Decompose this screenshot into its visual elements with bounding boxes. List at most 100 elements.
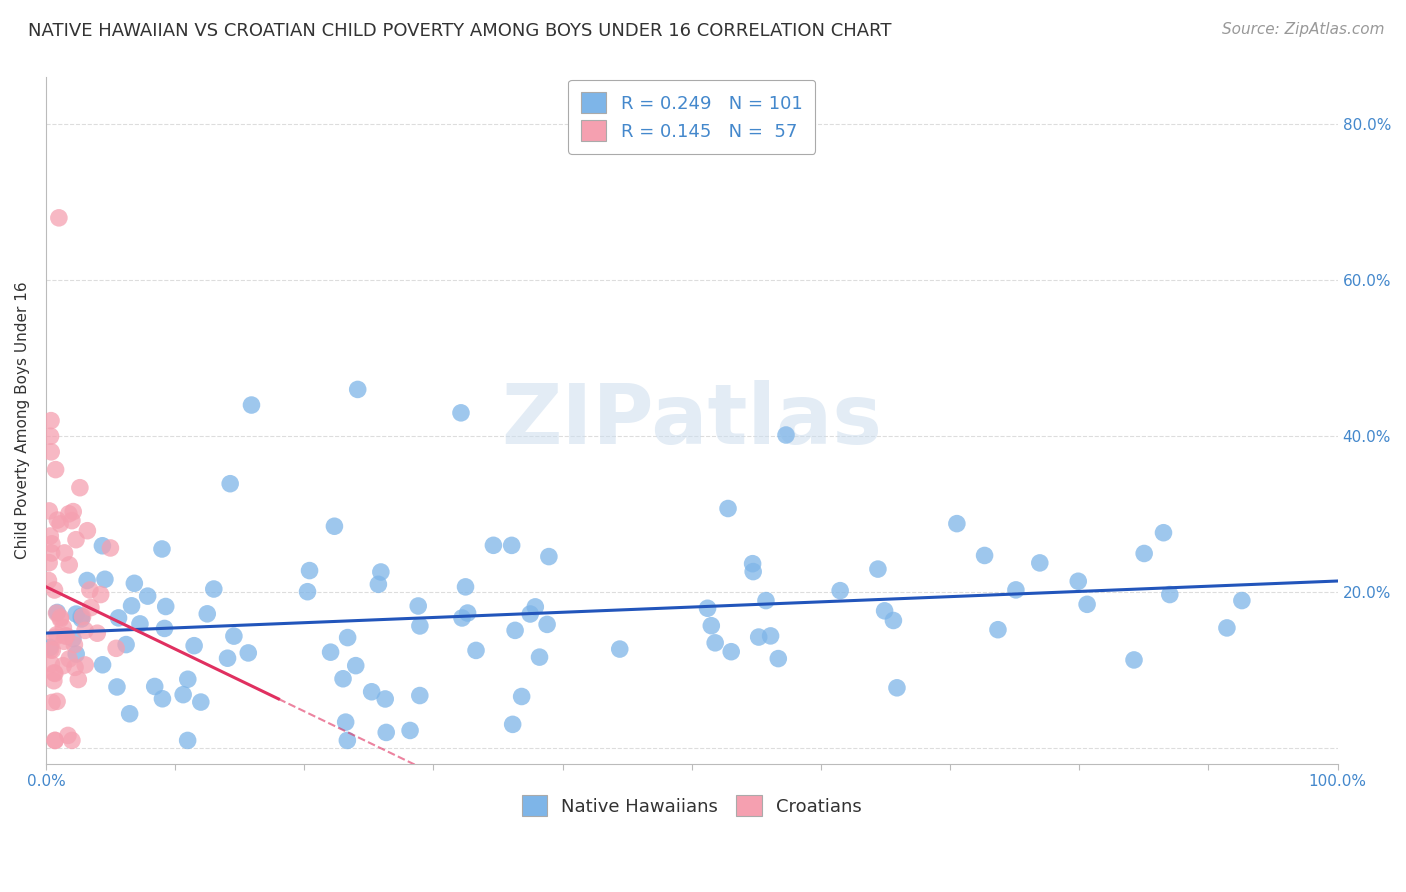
Point: [457, 606, 479, 620]
Point: [41, 657, 63, 671]
Point: [70, 612, 93, 626]
Point: [121, 599, 143, 613]
Point: [177, 672, 200, 686]
Point: [91, 657, 114, 672]
Point: [107, 611, 129, 625]
Point: [510, 690, 533, 704]
Point: [46, 694, 69, 708]
Point: [53, 629, 76, 643]
Point: [524, 599, 547, 614]
Point: [75, 657, 97, 672]
Point: [44, 733, 66, 747]
Point: [118, 706, 141, 721]
Point: [409, 619, 432, 633]
Point: [775, 428, 797, 442]
Point: [46, 513, 69, 527]
Point: [153, 622, 176, 636]
Point: [176, 733, 198, 747]
Point: [866, 562, 889, 576]
Point: [519, 607, 541, 621]
Point: [873, 604, 896, 618]
Point: [1159, 588, 1181, 602]
Point: [42, 673, 65, 688]
Point: [344, 658, 367, 673]
Point: [183, 639, 205, 653]
Point: [238, 646, 260, 660]
Point: [536, 617, 558, 632]
Point: [399, 723, 422, 738]
Point: [1133, 546, 1156, 560]
Point: [374, 692, 396, 706]
Point: [882, 614, 904, 628]
Point: [741, 557, 763, 571]
Point: [502, 717, 524, 731]
Text: Source: ZipAtlas.com: Source: ZipAtlas.com: [1222, 22, 1385, 37]
Point: [39, 414, 62, 428]
Point: [52, 658, 75, 673]
Point: [79, 582, 101, 597]
Point: [240, 398, 263, 412]
Point: [44, 733, 66, 747]
Point: [297, 584, 319, 599]
Point: [152, 691, 174, 706]
Point: [336, 631, 359, 645]
Point: [55, 629, 77, 643]
Point: [155, 599, 177, 614]
Point: [720, 645, 742, 659]
Point: [44, 582, 66, 597]
Point: [73, 624, 96, 638]
Point: [946, 516, 969, 531]
Point: [482, 538, 505, 552]
Point: [143, 680, 166, 694]
Point: [41, 537, 63, 551]
Point: [41, 643, 63, 657]
Point: [830, 583, 852, 598]
Point: [65, 533, 87, 547]
Point: [37, 574, 59, 588]
Point: [172, 688, 194, 702]
Point: [360, 685, 382, 699]
Point: [105, 641, 128, 656]
Point: [63, 660, 86, 674]
Point: [44, 630, 66, 644]
Point: [60, 733, 83, 747]
Point: [38, 556, 60, 570]
Text: NATIVE HAWAIIAN VS CROATIAN CHILD POVERTY AMONG BOYS UNDER 16 CORRELATION CHART: NATIVE HAWAIIAN VS CROATIAN CHILD POVERT…: [28, 22, 891, 40]
Point: [1153, 525, 1175, 540]
Point: [367, 577, 389, 591]
Point: [129, 616, 152, 631]
Point: [136, 589, 159, 603]
Point: [503, 624, 526, 638]
Point: [370, 565, 392, 579]
Point: [90, 588, 112, 602]
Point: [973, 549, 995, 563]
Point: [80, 600, 103, 615]
Point: [1029, 556, 1052, 570]
Y-axis label: Child Poverty Among Boys Under 16: Child Poverty Among Boys Under 16: [15, 282, 30, 559]
Point: [332, 672, 354, 686]
Point: [406, 599, 429, 613]
Point: [1123, 653, 1146, 667]
Point: [335, 715, 357, 730]
Point: [86, 626, 108, 640]
Point: [501, 538, 523, 552]
Point: [1076, 597, 1098, 611]
Point: [454, 580, 477, 594]
Point: [190, 695, 212, 709]
Point: [1005, 582, 1028, 597]
Point: [465, 643, 488, 657]
Text: ZIPatlas: ZIPatlas: [502, 380, 883, 461]
Point: [49, 612, 72, 626]
Point: [375, 725, 398, 739]
Point: [346, 383, 368, 397]
Point: [115, 638, 138, 652]
Point: [717, 501, 740, 516]
Point: [219, 476, 242, 491]
Point: [46, 606, 69, 620]
Point: [696, 601, 718, 615]
Point: [609, 642, 631, 657]
Point: [58, 652, 80, 666]
Point: [49, 610, 72, 624]
Point: [100, 541, 122, 555]
Point: [41, 695, 63, 709]
